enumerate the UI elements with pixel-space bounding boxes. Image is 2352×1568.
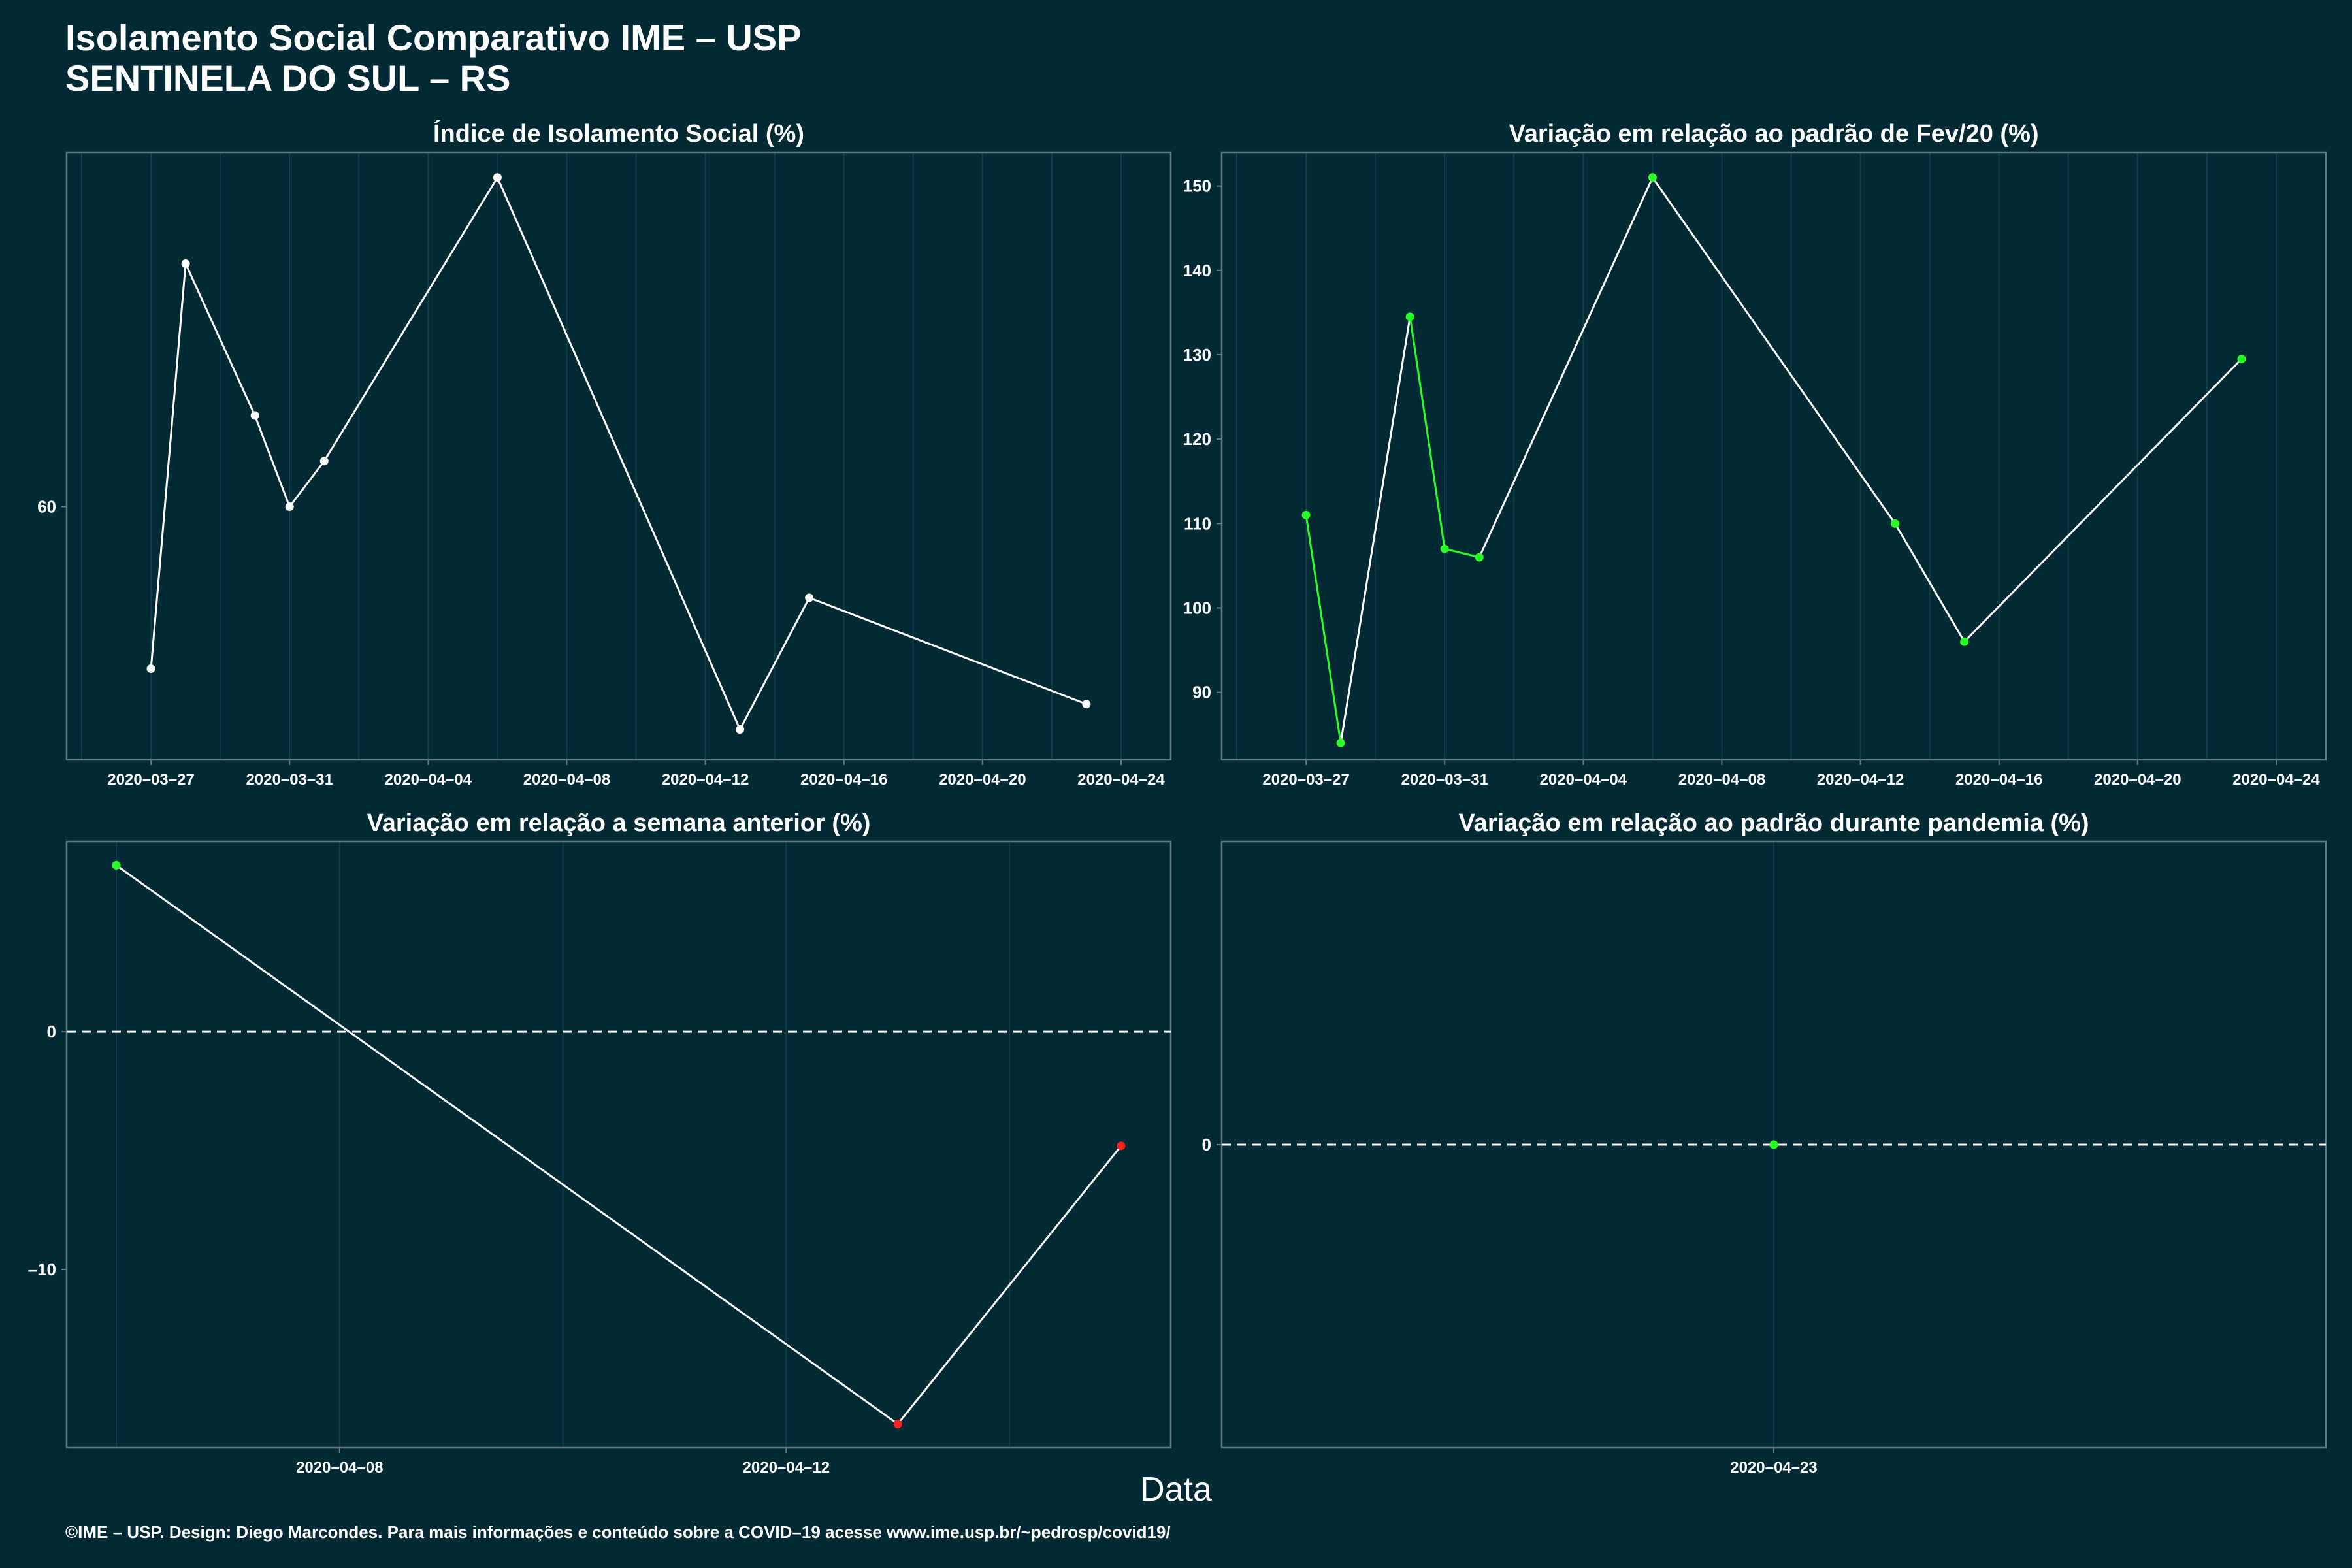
x-tick-label: 2020–04–08 <box>523 771 610 789</box>
y-tick-label: –10 <box>28 1260 56 1279</box>
series-line-segment <box>289 460 325 508</box>
data-point <box>2237 354 2246 363</box>
data-point <box>1117 1141 1126 1151</box>
y-tick-label: 110 <box>1184 514 1211 533</box>
y-tick-label: 0 <box>1202 1135 1211 1154</box>
panel-border <box>65 151 1172 761</box>
page-subtitle: SENTINELA DO SUL – RS <box>65 57 511 99</box>
x-tick-label: 2020–03–31 <box>1401 771 1488 789</box>
y-tick-label: 90 <box>1192 683 1211 702</box>
data-point <box>146 664 155 673</box>
data-point <box>805 593 814 602</box>
y-tick-label: 120 <box>1183 429 1211 449</box>
series-line-segment <box>323 176 498 462</box>
panel-border <box>65 840 1172 1449</box>
x-tick-label: 2020–04–20 <box>939 771 1026 789</box>
data-point <box>1769 1140 1778 1149</box>
x-tick-label: 2020–04–12 <box>1817 771 1904 789</box>
series-line-segment <box>1652 176 1896 525</box>
data-point <box>1475 553 1484 562</box>
series-line-segment <box>1305 515 1342 743</box>
chart-panel-2: Variação em relação ao padrão de Fev/20 … <box>1183 120 2327 789</box>
chart-title: Variação em relação a semana anterior (%… <box>367 809 871 837</box>
x-tick-label: 2020–04–20 <box>2094 771 2181 789</box>
x-tick-label: 2020–04–24 <box>1077 771 1165 789</box>
x-tick-label: 2020–04–16 <box>800 771 887 789</box>
series-line-segment <box>497 177 741 730</box>
footer-caption: ©IME – USP. Design: Diego Marcondes. Par… <box>65 1522 1171 1542</box>
data-point <box>1082 700 1091 709</box>
series-line-segment <box>809 596 1087 706</box>
x-tick-label: 2020–03–27 <box>107 771 194 789</box>
x-tick-label: 2020–04–04 <box>1540 771 1627 789</box>
x-axis-label: Data <box>1140 1471 1212 1509</box>
data-point <box>893 1420 902 1429</box>
data-point <box>1336 738 1345 747</box>
y-tick-label: 60 <box>37 497 56 517</box>
series-line-segment <box>1339 316 1411 743</box>
data-point <box>1440 544 1449 553</box>
data-point <box>736 725 745 734</box>
x-tick-label: 2020–04–08 <box>296 1459 383 1477</box>
series-line-segment <box>1409 316 1446 549</box>
series-line-segment <box>150 263 187 669</box>
series-line-segment <box>116 864 899 1425</box>
data-point <box>319 457 329 466</box>
x-tick-label: 2020–04–12 <box>662 771 749 789</box>
y-tick-label: 140 <box>1183 261 1211 280</box>
data-point <box>1405 312 1414 321</box>
data-point <box>250 411 259 420</box>
series-line-segment <box>1444 547 1480 559</box>
data-point <box>112 860 121 870</box>
chart-panel-3: Variação em relação a semana anterior (%… <box>28 809 1172 1477</box>
series-line-segment <box>1478 177 1654 558</box>
x-tick-label: 2020–04–16 <box>1955 771 2042 789</box>
data-point <box>1301 510 1311 519</box>
series-line-segment <box>897 1145 1122 1425</box>
page-title: Isolamento Social Comparativo IME – USP <box>65 17 802 58</box>
x-tick-label: 2020–04–24 <box>2232 771 2320 789</box>
series-line-segment <box>739 597 810 730</box>
data-point <box>493 173 502 182</box>
y-tick-label: 150 <box>1183 176 1211 196</box>
x-tick-label: 2020–03–27 <box>1262 771 1349 789</box>
data-point <box>181 259 190 268</box>
data-point <box>1960 637 1969 646</box>
series-line-segment <box>184 263 256 416</box>
panel-border <box>1220 151 2327 761</box>
x-tick-label: 2020–04–12 <box>743 1459 830 1477</box>
series-line-segment <box>1963 358 2242 643</box>
x-tick-label: 2020–04–08 <box>1678 771 1765 789</box>
x-tick-label: 2020–04–23 <box>1730 1459 1817 1477</box>
chart-title: Variação em relação ao padrão de Fev/20 … <box>1509 120 2038 148</box>
series-line-segment <box>1894 523 1965 642</box>
chart-panel-4: Variação em relação ao padrão durante pa… <box>1202 809 2327 1477</box>
y-tick-label: 0 <box>47 1022 56 1041</box>
data-point <box>285 502 294 511</box>
data-point <box>1648 173 1657 182</box>
y-tick-label: 130 <box>1183 345 1211 365</box>
y-tick-label: 100 <box>1183 598 1211 618</box>
x-tick-label: 2020–03–31 <box>246 771 333 789</box>
chart-title: Índice de Isolamento Social (%) <box>433 119 804 148</box>
x-tick-label: 2020–04–04 <box>385 771 472 789</box>
data-point <box>1891 519 1900 528</box>
chart-title: Variação em relação ao padrão durante pa… <box>1458 809 2089 837</box>
series-line-segment <box>253 415 291 508</box>
chart-panel-1: Índice de Isolamento Social (%) 2020–03–2… <box>37 119 1172 789</box>
